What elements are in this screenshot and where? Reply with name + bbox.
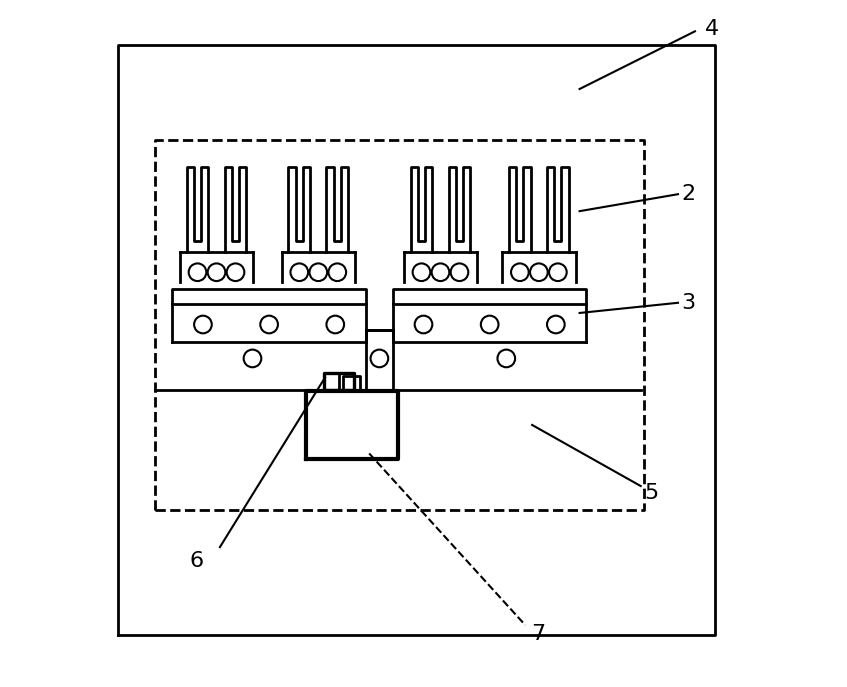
Text: 7: 7 bbox=[531, 624, 545, 644]
Text: 5: 5 bbox=[644, 483, 658, 503]
Text: 3: 3 bbox=[681, 293, 695, 313]
Text: 2: 2 bbox=[681, 184, 695, 204]
Text: 6: 6 bbox=[190, 551, 203, 571]
Text: 4: 4 bbox=[706, 19, 719, 39]
